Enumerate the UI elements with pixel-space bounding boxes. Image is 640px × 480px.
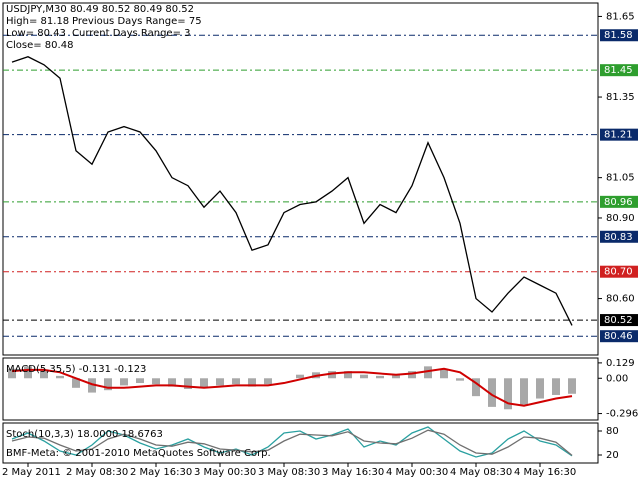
level-label: 81.21 <box>604 130 633 141</box>
macd-bar <box>216 378 224 386</box>
level-box <box>600 29 638 42</box>
level-label: 80.83 <box>604 232 633 243</box>
macd-bar <box>264 378 272 385</box>
level-box <box>600 195 638 208</box>
level-label: 80.96 <box>604 197 633 208</box>
macd-bar <box>136 378 144 384</box>
macd-bar <box>568 378 576 394</box>
macd-bar <box>536 378 544 399</box>
x-tick-label: 4 May 00:30 <box>386 467 448 478</box>
macd-bar <box>552 378 560 395</box>
macd-bar <box>72 378 80 388</box>
macd-bar <box>488 378 496 407</box>
level-box <box>600 128 638 141</box>
y-tick-label: 20 <box>606 450 619 461</box>
macd-bar <box>456 378 464 381</box>
y-tick-label: 81.05 <box>606 173 635 184</box>
y-tick-label: 80.90 <box>606 213 635 224</box>
macd-bar <box>328 371 336 379</box>
macd-bar <box>520 378 528 405</box>
macd-bar <box>104 378 112 391</box>
previous-range: Previous Days Range= 75 <box>72 16 202 27</box>
level-label: 80.70 <box>604 267 633 278</box>
macd-bar <box>472 378 480 397</box>
macd-bar <box>344 371 352 379</box>
x-tick-label: 4 May 08:30 <box>450 467 512 478</box>
macd-bar <box>504 378 512 410</box>
x-tick-label: 4 May 16:30 <box>514 467 576 478</box>
macd-bar <box>168 378 176 387</box>
x-tick-label: 3 May 16:30 <box>322 467 384 478</box>
level-label: 80.52 <box>604 315 633 326</box>
level-label: 80.46 <box>604 331 633 342</box>
macd-bar <box>8 368 16 379</box>
y-tick-label: 80.60 <box>606 294 635 305</box>
level-label: 81.58 <box>604 30 633 41</box>
symbol-info: USDJPY,M30 80.49 80.52 80.49 80.52 <box>6 4 194 15</box>
stoch-title: Stoch(10,3,3) 18.0000 18.6763 <box>6 429 163 440</box>
macd-bar <box>24 366 32 379</box>
level-box <box>600 64 638 77</box>
stoch-panel <box>2 422 599 464</box>
macd-bar <box>296 374 304 379</box>
y-tick-label: 0.129 <box>606 358 635 369</box>
macd-bar <box>440 368 448 379</box>
macd-bar <box>40 371 48 379</box>
x-tick-label: 2 May 2011 <box>2 467 61 478</box>
macd-panel <box>2 357 599 421</box>
macd-bar <box>424 366 432 379</box>
macd-bar <box>200 378 208 388</box>
signal-line <box>11 367 573 407</box>
x-tick-label: 2 May 08:30 <box>66 467 128 478</box>
high: High= 81.18 <box>6 16 69 27</box>
y-tick-label: -0.296 <box>606 409 638 420</box>
macd-bar <box>248 378 256 387</box>
y-tick-label: 81.65 <box>606 11 635 22</box>
price-line <box>11 426 573 458</box>
level-box <box>600 330 638 343</box>
macd-bar <box>376 375 384 379</box>
level-box <box>600 314 638 327</box>
price-line <box>11 429 573 456</box>
macd-bar <box>184 378 192 389</box>
macd-bar <box>232 378 240 385</box>
macd-bar <box>120 378 128 386</box>
level-label: 81.45 <box>604 65 633 76</box>
copyright: BMF-Meta: © 2001-2010 MetaQuotes Softwar… <box>6 448 271 459</box>
x-tick-label: 3 May 00:30 <box>194 467 256 478</box>
x-tick-label: 2 May 16:30 <box>130 467 192 478</box>
main-panel <box>2 2 599 356</box>
macd-bar <box>88 378 96 393</box>
level-box <box>600 230 638 243</box>
x-tick-label: 3 May 08:30 <box>258 467 320 478</box>
close: Close= 80.48 <box>6 40 73 51</box>
macd-bar <box>56 375 64 379</box>
macd-bar <box>360 374 368 379</box>
macd-bar <box>392 374 400 379</box>
y-tick-label: 80 <box>606 426 619 437</box>
y-tick-label: 81.35 <box>606 92 635 103</box>
level-box <box>600 265 638 278</box>
y-tick-label: 0.00 <box>606 373 628 384</box>
current-range: Current Days Range= 3 <box>72 28 191 39</box>
low: Low= 80.43 <box>6 28 66 39</box>
macd-title: MACD(5,35,5) -0.131 -0.123 <box>6 364 146 375</box>
content: 2 May 2011 2 May 08:30 2 May 16:30 3 May 00… <box>2 11 638 478</box>
price-line <box>11 56 573 326</box>
macd-bar <box>408 371 416 379</box>
macd-bar <box>152 378 160 385</box>
